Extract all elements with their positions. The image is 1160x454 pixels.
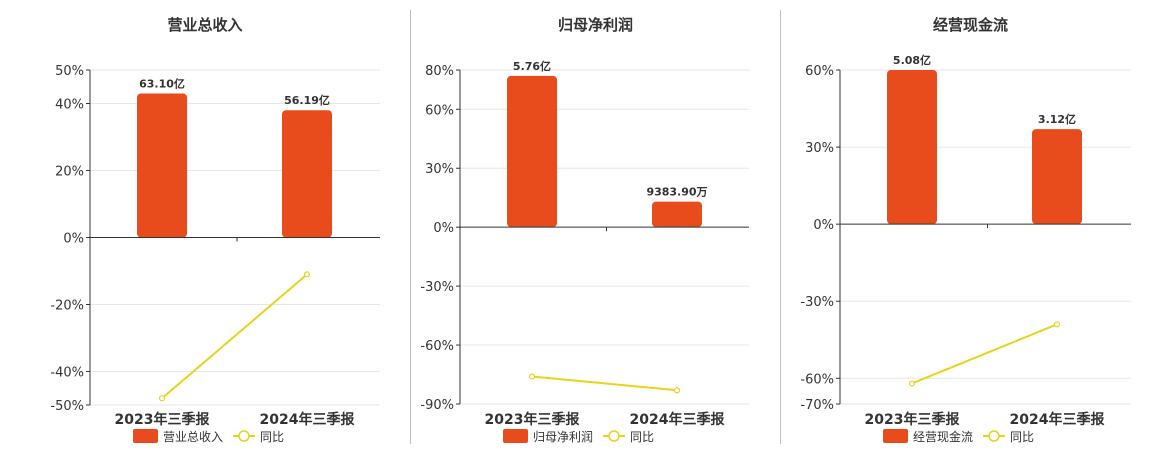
legend-bar-swatch	[503, 429, 528, 443]
x-category-label: 2024年三季报	[1010, 411, 1105, 428]
y-tick-label: -50%	[50, 399, 84, 414]
y-tick-label: 30%	[805, 141, 834, 156]
y-tick-label: 60%	[805, 64, 834, 79]
bar-data-label: 5.08亿	[893, 53, 931, 67]
bar	[137, 93, 187, 238]
bar	[887, 70, 937, 225]
yoy-line	[911, 323, 1058, 385]
yoy-point	[528, 373, 536, 380]
bar-data-label: 56.19亿	[284, 93, 330, 107]
y-tick-label: -90%	[420, 398, 454, 413]
yoy-point	[1053, 321, 1061, 328]
y-tick-label: 60%	[425, 103, 454, 118]
bar-data-label: 3.12亿	[1038, 112, 1076, 126]
y-tick-label: -40%	[50, 366, 84, 381]
yoy-line	[161, 273, 308, 400]
bar	[1032, 129, 1082, 225]
net-profit-chart: 归母净利润 80% 60% 30% 0% -30% -60% -90% 5.76亿 9383.90…	[420, 16, 749, 444]
y-tick-label: -70%	[800, 398, 834, 413]
y-tick-label: -60%	[800, 372, 834, 387]
legend-line-marker	[238, 430, 250, 442]
y-tick-label: 30%	[425, 162, 454, 177]
x-category-label: 2024年三季报	[630, 411, 725, 428]
bar	[507, 75, 557, 228]
panel-divider	[780, 10, 781, 444]
legend-line-label: 同比	[630, 430, 654, 444]
legend-bar-label: 营业总收入	[163, 430, 223, 444]
x-category-label: 2024年三季报	[260, 411, 355, 428]
y-tick-label: 0%	[63, 232, 84, 247]
legend-bar-swatch	[133, 429, 158, 443]
chart-title: 归母净利润	[558, 16, 633, 34]
chart-panel-revenue: 营业总收入 50% 40% 20% 0% -20% -40% -50% 63.10亿 56.19亿…	[0, 0, 410, 450]
bar	[282, 110, 332, 238]
chart-title: 经营现金流	[933, 16, 1008, 34]
chart-panel-cash-flow: 经营现金流 60% 30% 0% -30% -60% -70% 5.08亿 3.12亿 2023年…	[781, 0, 1160, 450]
y-tick-label: -20%	[50, 299, 84, 314]
panel-divider	[410, 10, 411, 444]
y-tick-label: -30%	[420, 280, 454, 295]
yoy-point	[158, 395, 166, 402]
x-category-label: 2023年三季报	[485, 411, 580, 428]
bar-data-label: 5.76亿	[513, 59, 551, 73]
y-tick-label: -30%	[800, 295, 834, 310]
x-category-label: 2023年三季报	[115, 411, 210, 428]
legend-line-marker	[988, 430, 1000, 442]
cash-flow-chart: 经营现金流 60% 30% 0% -30% -60% -70% 5.08亿 3.12亿 2023年…	[800, 16, 1131, 444]
yoy-point	[673, 387, 681, 394]
bar-data-label: 63.10亿	[139, 76, 185, 90]
y-tick-label: 0%	[433, 221, 454, 236]
legend-line-marker	[608, 430, 620, 442]
y-tick-label: 0%	[813, 218, 834, 233]
yoy-point	[303, 271, 311, 278]
bar	[652, 201, 702, 228]
revenue-chart: 营业总收入 50% 40% 20% 0% -20% -40% -50% 63.10亿 56.19亿…	[50, 16, 380, 444]
legend-bar-label: 经营现金流	[913, 429, 973, 444]
yoy-point	[908, 380, 916, 387]
bar-data-label: 9383.90万	[646, 186, 707, 199]
y-tick-label: 40%	[55, 98, 84, 113]
legend-line-label: 同比	[260, 430, 284, 444]
legend-line-label: 同比	[1010, 430, 1034, 444]
y-tick-label: 80%	[425, 64, 454, 79]
y-tick-label: 20%	[55, 165, 84, 180]
y-tick-label: 50%	[55, 64, 84, 79]
x-category-label: 2023年三季报	[865, 411, 960, 428]
y-tick-label: -60%	[420, 339, 454, 354]
legend-bar-swatch	[883, 429, 908, 443]
legend-bar-label: 归母净利润	[533, 430, 593, 444]
chart-title: 营业总收入	[167, 16, 242, 34]
yoy-line	[531, 375, 678, 392]
chart-panel-net-profit: 归母净利润 80% 60% 30% 0% -30% -60% -90% 5.76亿 9383.90…	[411, 0, 780, 450]
